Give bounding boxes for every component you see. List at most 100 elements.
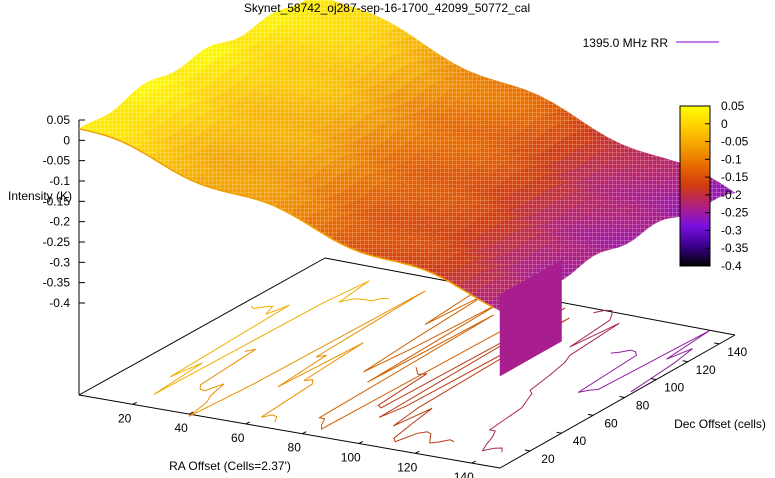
ra-tick-label: 140 (454, 470, 474, 478)
surface-mesh-texture (493, 98, 515, 108)
surface-mesh-texture (421, 86, 444, 101)
surface-mesh-texture (617, 183, 640, 194)
surface-mesh-texture (423, 70, 445, 82)
surface-mesh-texture (362, 88, 384, 99)
surface-mesh-texture (440, 125, 462, 133)
surface-mesh-texture (326, 78, 348, 86)
surface-mesh-texture (458, 82, 481, 91)
surface-mesh-texture (305, 66, 328, 75)
surface-mesh-texture (335, 57, 358, 70)
ra-tick-mark (471, 460, 476, 464)
surface-mesh-texture (349, 141, 372, 153)
surface-mesh-texture (366, 36, 389, 47)
surface-mesh-texture (498, 254, 521, 266)
surface-mesh-texture (383, 169, 406, 177)
surface-mesh-texture (270, 179, 293, 187)
surface-mesh-texture (241, 119, 264, 127)
surface-mesh-texture (494, 151, 517, 162)
surface-mesh-texture (429, 266, 452, 279)
surface-mesh-texture (232, 63, 255, 76)
surface-mesh-texture (418, 46, 441, 59)
surface-mesh-texture (536, 246, 559, 259)
surface-mesh-texture (589, 237, 612, 244)
surface-mesh-texture (301, 36, 324, 49)
surface-mesh-texture (524, 156, 546, 166)
surface-mesh-texture (292, 182, 315, 192)
z-tick-label: 0 (63, 133, 70, 147)
surface-mesh-texture (345, 33, 367, 44)
surface-mesh-texture (384, 222, 407, 229)
surface-mesh-texture (415, 260, 438, 273)
surface-mesh-texture (466, 142, 489, 150)
surface-mesh-texture (244, 89, 267, 103)
surface-mesh-texture (320, 0, 343, 11)
surface-mesh-texture (298, 0, 321, 11)
surface-mesh-texture (391, 166, 414, 176)
surface-mesh-texture (360, 175, 382, 189)
surface-mesh-texture (355, 76, 378, 89)
surface-mesh-texture (587, 246, 610, 252)
surface-mesh-texture (567, 168, 590, 181)
surface-mesh-texture (215, 94, 237, 106)
surface-mesh-texture (262, 64, 284, 73)
surface-mesh-texture (93, 127, 115, 136)
surface-mesh-texture (419, 107, 442, 120)
surface-mesh-texture (475, 128, 498, 138)
surface-mesh-texture (325, 219, 348, 233)
dec-tick-mark (619, 395, 625, 398)
surface-mesh-texture (428, 218, 451, 229)
surface-mesh-texture (149, 78, 172, 88)
surface-mesh-texture (602, 192, 624, 200)
surface-mesh-texture (596, 183, 618, 193)
surface-mesh-texture (439, 186, 462, 193)
ra-tick-label: 120 (397, 460, 417, 474)
surface-mesh-texture (381, 179, 404, 189)
surface-mesh-texture (411, 112, 434, 123)
surface-mesh-texture (358, 115, 381, 131)
surface-mesh-texture (509, 217, 532, 228)
surface-mesh-texture (516, 89, 539, 98)
surface-mesh-texture (305, 200, 327, 212)
surface-mesh-texture (369, 85, 392, 98)
surface-mesh-texture (603, 178, 626, 189)
surface-mesh-texture (413, 167, 436, 177)
surface-mesh-texture (308, 100, 331, 113)
surface-mesh-texture (508, 158, 531, 170)
surface-mesh-texture (352, 102, 375, 116)
surface-mesh-texture (443, 273, 466, 287)
surface-mesh-texture (458, 210, 481, 224)
surface-mesh-texture (244, 160, 267, 169)
surface-mesh-texture (425, 183, 448, 189)
surface-mesh-texture (558, 247, 580, 258)
surface-mesh-texture (573, 242, 596, 249)
surface-mesh-texture (456, 229, 479, 241)
surface-mesh-texture (516, 227, 538, 240)
surface-mesh-texture (352, 180, 374, 195)
surface-mesh-texture (274, 149, 296, 161)
surface-mesh-texture (374, 182, 396, 195)
surface-mesh-texture (424, 58, 447, 69)
surface-mesh-texture (630, 200, 653, 207)
surface-mesh-texture (236, 165, 259, 173)
surface-mesh-texture (331, 232, 354, 247)
surface-mesh-texture (144, 130, 167, 141)
surface-mesh-texture (409, 188, 432, 198)
surface-mesh-texture (207, 98, 230, 109)
surface-mesh-texture (642, 213, 665, 223)
surface-mesh-texture (517, 217, 540, 227)
surface-mesh-texture (343, 127, 365, 142)
surface-mesh-texture (169, 95, 192, 109)
surface-mesh-texture (497, 126, 520, 139)
surface-mesh-texture (205, 109, 228, 121)
surface-mesh-texture (431, 188, 454, 196)
surface-mesh-texture (488, 144, 511, 152)
surface-mesh-texture (300, 179, 323, 190)
surface-mesh-texture (213, 175, 235, 184)
surface-mesh-texture (196, 131, 218, 146)
surface-mesh-texture (155, 87, 178, 100)
surface-mesh-texture (354, 90, 376, 101)
surface-mesh-texture (257, 38, 280, 52)
surface-mesh-texture (476, 248, 499, 259)
surface-mesh-texture (536, 176, 559, 188)
surface-mesh-texture (419, 234, 441, 241)
